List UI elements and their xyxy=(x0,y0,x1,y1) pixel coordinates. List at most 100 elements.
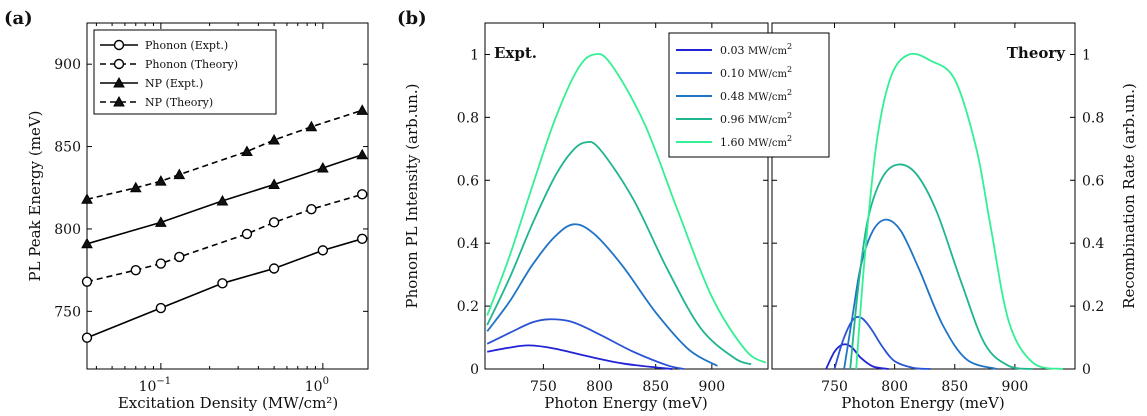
panel-a-y-ticks: 750 800 850 900 xyxy=(54,57,368,320)
y-tick-label: 0.8 xyxy=(1082,110,1104,126)
data-point xyxy=(155,302,167,314)
y-tick-label: 0.4 xyxy=(1082,236,1104,252)
panel-b-left-frame xyxy=(484,22,769,370)
panel-b: (b) 0 0.2 0.4 0.6 0.8 1 750 800 850 900 0 0.2 0.4 0.… xyxy=(397,8,1138,412)
panel-b-left-x-axis-label: Photon Energy (meV) xyxy=(544,394,707,412)
legend-entry: NP (Theory) xyxy=(145,96,213,109)
expt-curve xyxy=(486,318,684,370)
panel-b-left-ticks: 0 0.2 0.4 0.6 0.8 1 750 800 850 900 xyxy=(457,23,768,395)
panel-b-label: (b) xyxy=(397,8,427,29)
data-point xyxy=(217,278,228,289)
data-point xyxy=(356,148,369,160)
data-point xyxy=(113,95,125,107)
data-point xyxy=(268,263,280,274)
theory-curve xyxy=(855,52,1064,370)
expt-curve xyxy=(486,223,718,367)
panel-a: (a) 750 800 850 900 10−1 100 PL Peak Energy … xyxy=(4,8,369,412)
panel-b-theory-label: Theory xyxy=(1007,44,1067,62)
y-tick-label: 0 xyxy=(1082,362,1091,378)
data-point xyxy=(113,39,125,51)
y-tick-label: 750 xyxy=(54,304,81,320)
legend-entry: NP (Expt.) xyxy=(145,77,203,90)
panel-a-legend: Phonon (Expt.) Phonon (Theory) NP (Expt.) N… xyxy=(93,29,277,115)
panel-a-x-ticks: 10−1 100 xyxy=(95,23,329,395)
data-point xyxy=(357,189,368,200)
data-point xyxy=(155,258,167,269)
series-line xyxy=(86,109,363,201)
legend-entry: 0.03 MW/cm2 xyxy=(720,42,792,57)
data-point xyxy=(81,276,93,287)
panel-b-right-y-axis-label: Recombination Rate (arb.un.) xyxy=(1120,83,1138,309)
y-tick-label: 900 xyxy=(54,57,81,73)
data-point xyxy=(129,181,142,193)
x-tick-label: 850 xyxy=(941,379,968,395)
expt-curve xyxy=(487,344,673,370)
panel-a-series xyxy=(81,104,369,343)
y-tick-label: 0.6 xyxy=(1082,173,1104,189)
panel-a-y-axis-label: PL Peak Energy (meV) xyxy=(26,110,44,281)
y-tick-label: 0.2 xyxy=(1082,299,1104,315)
data-point xyxy=(316,161,329,173)
y-tick-label: 0.4 xyxy=(457,236,479,252)
y-tick-label: 850 xyxy=(54,140,81,156)
x-tick-label: 10−1 xyxy=(139,376,172,395)
panel-a-x-axis-label: Excitation Density (MW/cm²) xyxy=(118,394,338,412)
legend-entry: 0.96 MW/cm2 xyxy=(720,111,792,126)
data-point xyxy=(268,178,280,189)
series-line xyxy=(86,154,363,245)
panel-b-legend: 0.03 MW/cm2 0.10 MW/cm2 0.48 MW/cm2 0.96 MW… xyxy=(668,32,830,158)
legend-entry: Phonon (Expt.) xyxy=(145,39,228,52)
data-point xyxy=(216,194,229,206)
expt-curve xyxy=(486,140,752,366)
data-point xyxy=(113,76,125,88)
x-tick-label: 100 xyxy=(305,376,329,395)
y-tick-label: 800 xyxy=(54,222,81,238)
panel-a-label: (a) xyxy=(4,8,33,29)
data-point xyxy=(357,233,368,245)
data-point xyxy=(81,332,93,343)
panel-b-right-ticks: 0 0.2 0.4 0.6 0.8 1 750 800 850 900 xyxy=(772,23,1104,395)
data-point xyxy=(306,203,317,215)
series-line xyxy=(86,238,363,339)
data-point xyxy=(155,175,167,186)
x-tick-label: 900 xyxy=(1002,379,1029,395)
x-tick-label: 750 xyxy=(821,379,848,395)
panel-a-legend-box xyxy=(93,29,277,115)
theory-curve xyxy=(833,316,931,370)
data-point xyxy=(81,237,93,249)
data-point xyxy=(174,251,185,263)
legend-entry: 1.60 MW/cm2 xyxy=(720,134,792,149)
data-point xyxy=(241,228,253,240)
data-point xyxy=(113,58,125,70)
y-tick-label: 1 xyxy=(1082,47,1091,63)
panel-b-left-y-axis-label: Phonon PL Intensity (arb.un.) xyxy=(403,84,421,309)
data-point xyxy=(241,145,253,157)
y-tick-label: 1 xyxy=(470,47,479,63)
y-tick-label: 0 xyxy=(470,362,479,378)
x-tick-label: 850 xyxy=(642,379,669,395)
series-line xyxy=(86,193,363,283)
x-tick-label: 800 xyxy=(586,379,613,395)
legend-entry: 0.48 MW/cm2 xyxy=(720,88,792,103)
panel-b-right-x-axis-label: Photon Energy (meV) xyxy=(841,394,1004,412)
y-tick-label: 0.2 xyxy=(457,299,479,315)
data-point xyxy=(173,168,186,180)
y-tick-label: 0.6 xyxy=(457,173,479,189)
x-tick-label: 900 xyxy=(698,379,725,395)
theory-curve xyxy=(843,218,998,370)
x-tick-label: 750 xyxy=(530,379,557,395)
theory-curve xyxy=(849,163,1034,370)
data-point xyxy=(155,216,167,227)
panel-b-curves xyxy=(486,52,1064,370)
data-point xyxy=(305,120,318,132)
data-point xyxy=(81,193,93,204)
data-point xyxy=(130,264,141,276)
legend-entry: 0.10 MW/cm2 xyxy=(720,65,792,80)
data-point xyxy=(317,245,329,256)
y-tick-label: 0.8 xyxy=(457,110,479,126)
x-tick-label: 800 xyxy=(881,379,908,395)
expt-curve xyxy=(486,52,767,364)
panel-b-expt-label: Expt. xyxy=(494,44,537,62)
data-point xyxy=(356,104,369,115)
